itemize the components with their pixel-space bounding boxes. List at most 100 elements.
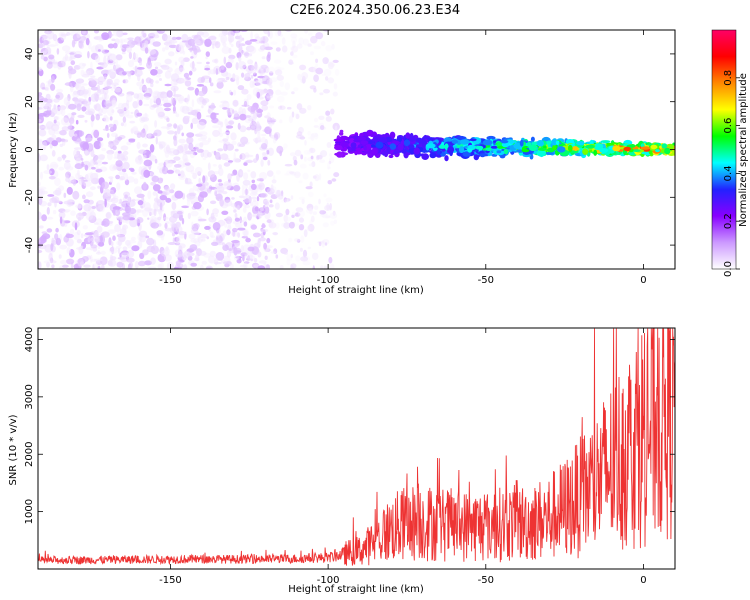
heatmap-cell: [308, 163, 314, 167]
heatmap-cell: [189, 62, 196, 69]
heatmap-cell: [93, 231, 100, 240]
heatmap-cell: [72, 33, 81, 42]
heatmap-cell: [220, 34, 228, 44]
heatmap-cell: [47, 44, 50, 53]
heatmap-cell: [104, 92, 107, 100]
heatmap-cell: [109, 116, 113, 121]
heatmap-cell: [39, 212, 42, 217]
heatmap-cell: [149, 215, 157, 224]
heatmap-cell: [318, 241, 322, 247]
heatmap-cell: [168, 216, 178, 223]
heatmap-cell: [116, 182, 121, 191]
heatmap-cell: [266, 219, 272, 224]
heatmap-cell: [103, 74, 107, 80]
heatmap-cell: [111, 38, 116, 42]
heatmap-cell: [593, 149, 598, 156]
heatmap-cell: [501, 142, 510, 148]
heatmap-cell: [130, 168, 135, 172]
heatmap-cell: [66, 186, 73, 195]
heatmap-cell: [96, 218, 103, 226]
heatmap-cell: [40, 54, 45, 60]
heatmap-cell: [235, 222, 243, 228]
heatmap-cell: [39, 103, 48, 111]
spectrogram-x-label: Height of straight line (km): [288, 285, 424, 296]
heatmap-cell: [139, 61, 143, 66]
heatmap-cell: [140, 205, 144, 209]
heatmap-cell: [126, 45, 132, 53]
heatmap-cell: [42, 87, 46, 90]
heatmap-cell: [115, 54, 123, 61]
heatmap-cell: [171, 222, 177, 228]
heatmap-cell: [90, 172, 99, 181]
heatmap-cell: [121, 51, 126, 55]
heatmap-cell: [138, 149, 147, 154]
heatmap-cell: [320, 40, 326, 47]
heatmap-cell: [224, 218, 231, 222]
heatmap-cell: [151, 104, 159, 108]
heatmap-cell: [186, 116, 191, 119]
snr-x-tick-label: -100: [317, 575, 340, 586]
heatmap-cell: [92, 264, 95, 269]
heatmap-cell: [536, 149, 546, 157]
heatmap-cell: [72, 178, 77, 186]
heatmap-cell: [193, 223, 200, 229]
heatmap-cell: [247, 105, 257, 113]
heatmap-cell: [112, 42, 118, 49]
heatmap-cell: [318, 198, 321, 205]
heatmap-cell: [87, 51, 90, 59]
heatmap-cell: [307, 191, 314, 198]
heatmap-cell: [147, 133, 152, 139]
heatmap-cell: [568, 144, 573, 152]
heatmap-cell: [99, 256, 108, 266]
heatmap-cell: [147, 190, 152, 200]
heatmap-cell: [640, 146, 650, 150]
heatmap-cell: [204, 38, 212, 47]
heatmap-cell: [329, 212, 338, 219]
heatmap-cell: [268, 222, 277, 229]
heatmap-cell: [162, 166, 166, 172]
heatmap-cell: [322, 239, 330, 245]
heatmap-cell: [90, 171, 93, 177]
heatmap-cell: [51, 75, 55, 83]
heatmap-cell: [141, 84, 147, 93]
heatmap-cell: [188, 192, 197, 197]
heatmap-cell: [184, 158, 189, 164]
heatmap-cell: [284, 216, 291, 222]
heatmap-cell: [215, 252, 225, 261]
heatmap-cell: [85, 174, 89, 180]
heatmap-cell: [264, 115, 270, 119]
heatmap-cell: [253, 63, 259, 72]
heatmap-cell: [270, 194, 278, 200]
heatmap-cell: [136, 217, 144, 224]
heatmap-cell: [146, 61, 153, 69]
heatmap-cell: [251, 179, 256, 184]
heatmap-cell: [136, 132, 142, 138]
heatmap-cell: [110, 82, 119, 86]
colorbar-tick-label: 0.0: [723, 261, 734, 277]
heatmap-cell: [207, 106, 212, 115]
heatmap-cell: [136, 81, 144, 87]
heatmap-cell: [143, 96, 151, 100]
heatmap-cell: [239, 171, 244, 176]
heatmap-cell: [190, 109, 196, 115]
heatmap-cell: [208, 77, 212, 84]
heatmap-cell: [133, 178, 139, 185]
snr-panel: -150 -100 -50 0 1000 2000 3000 4000 Height of …: [8, 327, 676, 595]
heatmap-cell: [75, 204, 84, 209]
heatmap-cell: [333, 138, 343, 142]
heatmap-cell: [108, 237, 112, 246]
heatmap-cell: [279, 265, 284, 269]
heatmap-cell: [187, 38, 196, 47]
heatmap-cell: [285, 208, 290, 216]
heatmap-cell: [190, 210, 199, 217]
heatmap-cell: [379, 137, 388, 144]
heatmap-cell: [122, 246, 128, 251]
heatmap-cell: [307, 105, 312, 111]
snr-frame: [37, 327, 676, 570]
heatmap-cell: [137, 154, 142, 161]
heatmap-cell: [175, 36, 182, 40]
heatmap-cell: [159, 78, 162, 81]
heatmap-cell: [226, 229, 231, 236]
heatmap-cell: [142, 249, 149, 256]
heatmap-cell: [233, 185, 241, 192]
